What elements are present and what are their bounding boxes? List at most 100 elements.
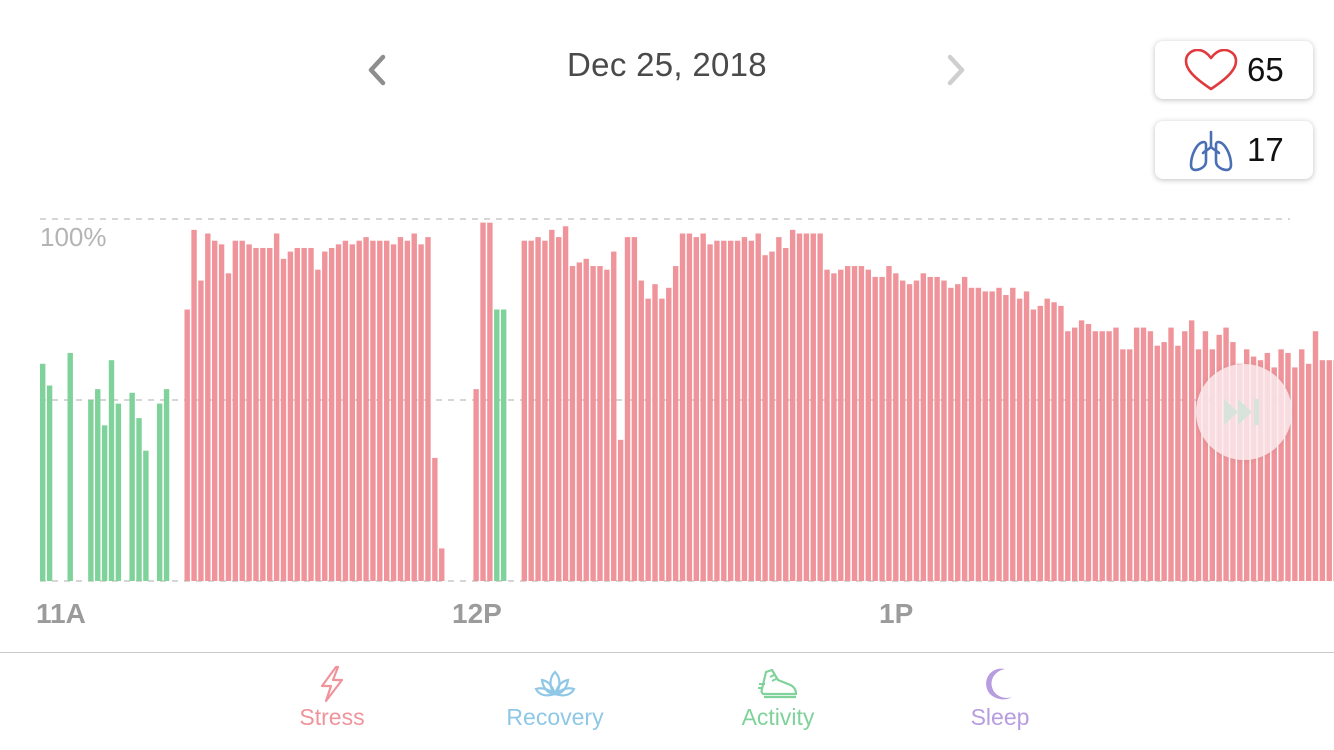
chart-bar bbox=[418, 244, 424, 581]
chart-bar bbox=[865, 269, 871, 581]
chart-bar bbox=[88, 400, 94, 581]
chart-bar bbox=[652, 284, 658, 581]
sneaker-icon bbox=[758, 668, 798, 699]
chart-bar bbox=[1016, 298, 1023, 581]
chart-bar bbox=[796, 233, 803, 582]
chart-bar bbox=[851, 266, 858, 581]
chart-bar bbox=[1168, 327, 1174, 581]
chart-bar bbox=[961, 276, 968, 581]
chart-bar bbox=[590, 266, 596, 581]
chart-bar bbox=[1161, 342, 1167, 581]
chart-bar bbox=[390, 244, 397, 581]
chart-bar bbox=[397, 237, 404, 581]
chart-bar bbox=[480, 222, 486, 581]
chart-bar bbox=[363, 237, 369, 581]
chart-bar bbox=[769, 251, 775, 581]
chart-bar bbox=[473, 389, 479, 581]
chart-bar bbox=[308, 247, 314, 581]
chart-bar bbox=[1257, 360, 1264, 581]
chart-bar bbox=[1292, 367, 1298, 581]
chart-bar bbox=[789, 229, 796, 582]
chart-bar bbox=[370, 240, 376, 581]
chart-bar bbox=[218, 244, 225, 581]
chart-bar bbox=[776, 237, 782, 581]
chart-bar bbox=[239, 240, 245, 581]
lightning-icon bbox=[320, 665, 344, 703]
chart-bar bbox=[659, 298, 665, 581]
chart-bar bbox=[879, 276, 885, 581]
chart-bar bbox=[975, 287, 982, 581]
lotus-icon bbox=[534, 670, 576, 697]
chart-bar bbox=[549, 229, 555, 582]
chart-bar bbox=[1023, 291, 1030, 581]
tab-sleep[interactable]: Sleep bbox=[920, 664, 1080, 731]
chart-bar bbox=[927, 276, 933, 581]
date-title: Dec 25, 2018 bbox=[567, 46, 767, 83]
lungs-icon bbox=[1183, 129, 1239, 173]
chart-bar bbox=[377, 240, 383, 581]
chart-bar bbox=[1010, 287, 1016, 581]
chart-bar bbox=[356, 240, 362, 581]
tab-activity-label: Activity bbox=[741, 704, 815, 730]
chart-bar bbox=[198, 280, 204, 581]
chart-bar bbox=[1299, 349, 1305, 581]
chart-bar bbox=[1044, 298, 1050, 581]
chart-bar bbox=[287, 251, 294, 581]
chart-bar bbox=[1154, 345, 1160, 581]
chart-bar bbox=[638, 280, 644, 581]
chart-bar bbox=[872, 276, 878, 581]
chart-bar bbox=[803, 233, 810, 582]
chart-bar bbox=[693, 237, 699, 581]
chart-bar bbox=[1209, 349, 1215, 581]
chart-bar bbox=[349, 244, 355, 581]
chart-bar bbox=[322, 251, 328, 581]
chart-bar bbox=[893, 273, 899, 581]
chart-bar bbox=[900, 280, 906, 581]
previous-day-button[interactable] bbox=[362, 50, 392, 90]
chart-bar bbox=[1195, 349, 1202, 581]
breathing-rate-card[interactable]: 17 bbox=[1155, 121, 1313, 179]
chevron-right-icon bbox=[947, 54, 965, 86]
chart-bar bbox=[666, 287, 672, 581]
chart-bar bbox=[624, 237, 631, 581]
chart-bar bbox=[672, 266, 679, 581]
chart-bar bbox=[335, 244, 342, 581]
chart-bar bbox=[1072, 327, 1078, 581]
chart-bar bbox=[1319, 360, 1326, 581]
next-day-button[interactable] bbox=[941, 50, 971, 90]
x-tick-label: 11A bbox=[36, 598, 86, 629]
tab-stress[interactable]: Stress bbox=[252, 664, 412, 731]
chart-bar bbox=[741, 237, 748, 581]
heart-rate-card[interactable]: 65 bbox=[1155, 41, 1313, 99]
chart-bar bbox=[583, 258, 589, 581]
chart-bar bbox=[1133, 327, 1140, 581]
chart-bar bbox=[617, 439, 624, 581]
chart-bar bbox=[439, 548, 445, 581]
chart-bar bbox=[1092, 331, 1099, 581]
chart-bar bbox=[968, 287, 975, 581]
chart-bar bbox=[831, 273, 837, 581]
chart-bar bbox=[948, 287, 954, 581]
chart-bar bbox=[95, 389, 101, 581]
fast-forward-button[interactable] bbox=[1196, 364, 1292, 460]
chart-bar bbox=[1202, 331, 1209, 581]
chart-bar bbox=[838, 269, 844, 581]
chart-bar bbox=[569, 266, 576, 581]
chart-bar bbox=[1099, 331, 1105, 581]
chart-bar bbox=[1106, 331, 1112, 581]
chart-bar bbox=[604, 269, 610, 581]
chart-bar bbox=[645, 298, 651, 581]
tab-activity[interactable]: Activity bbox=[698, 664, 858, 731]
chart-bar bbox=[246, 244, 252, 581]
chart-bar bbox=[556, 237, 562, 581]
chart-bar bbox=[301, 247, 307, 581]
y-max-label: 100% bbox=[40, 222, 107, 252]
chart-bar bbox=[1030, 309, 1037, 581]
tab-recovery[interactable]: Recovery bbox=[475, 664, 635, 731]
chart-bar bbox=[686, 233, 693, 582]
tab-bar-divider bbox=[0, 652, 1334, 653]
chart-bar bbox=[1264, 352, 1271, 581]
chart-bar bbox=[783, 247, 789, 581]
chart-bar bbox=[1312, 331, 1319, 581]
chart-bar bbox=[143, 450, 149, 581]
